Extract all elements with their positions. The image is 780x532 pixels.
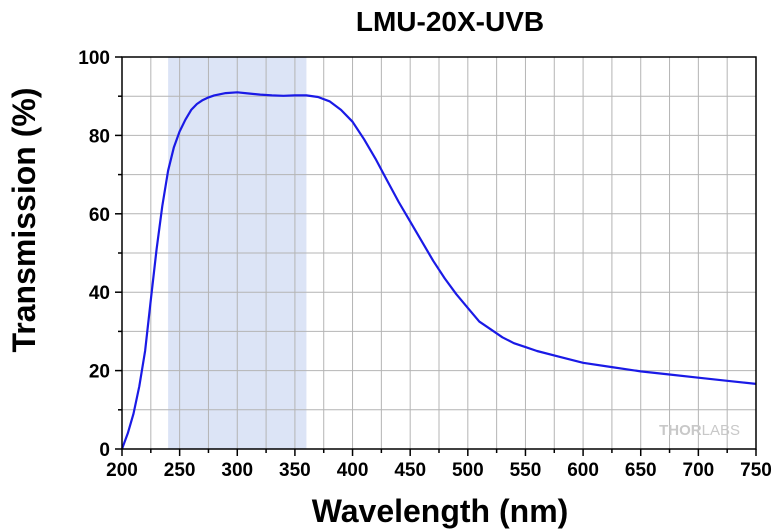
x-tick-label: 400: [337, 460, 369, 481]
y-axis-label: Transmission (%): [6, 88, 42, 353]
x-tick-label: 500: [452, 460, 484, 481]
transmission-series-line: [120, 91, 757, 450]
y-tick-label: 60: [89, 205, 110, 226]
series-layer: [120, 91, 757, 450]
watermark-light-text: LABS: [702, 422, 740, 439]
chart-title: LMU-20X-UVB: [356, 6, 544, 37]
y-tick-label: 20: [89, 362, 110, 383]
svg-text:THORLABS: THORLABS: [659, 422, 740, 439]
x-tick-label: 600: [567, 460, 599, 481]
y-tick-label: 0: [99, 440, 110, 461]
tick-label-layer: 200 250 300 350 400 450 500 550 600 650 700 750 0 20 4…: [78, 48, 772, 481]
x-tick-label: 200: [106, 460, 138, 481]
x-tick-label: 300: [221, 460, 253, 481]
grid-layer: [122, 57, 756, 449]
x-tick-label: 750: [740, 460, 772, 481]
y-tick-label: 40: [89, 283, 110, 304]
y-tick-label: 80: [89, 126, 110, 147]
x-tick-label: 700: [683, 460, 715, 481]
thorlabs-watermark: THORLABS: [659, 422, 740, 439]
watermark-bold-text: THOR: [659, 422, 702, 439]
x-tick-label: 450: [394, 460, 426, 481]
x-tick-label: 350: [279, 460, 311, 481]
x-tick-label: 250: [164, 460, 196, 481]
x-tick-label: 650: [625, 460, 657, 481]
x-tick-label: 550: [510, 460, 542, 481]
y-tick-label: 100: [78, 48, 110, 69]
tick-layer: [115, 56, 757, 456]
x-axis-label: Wavelength (nm): [312, 493, 569, 529]
